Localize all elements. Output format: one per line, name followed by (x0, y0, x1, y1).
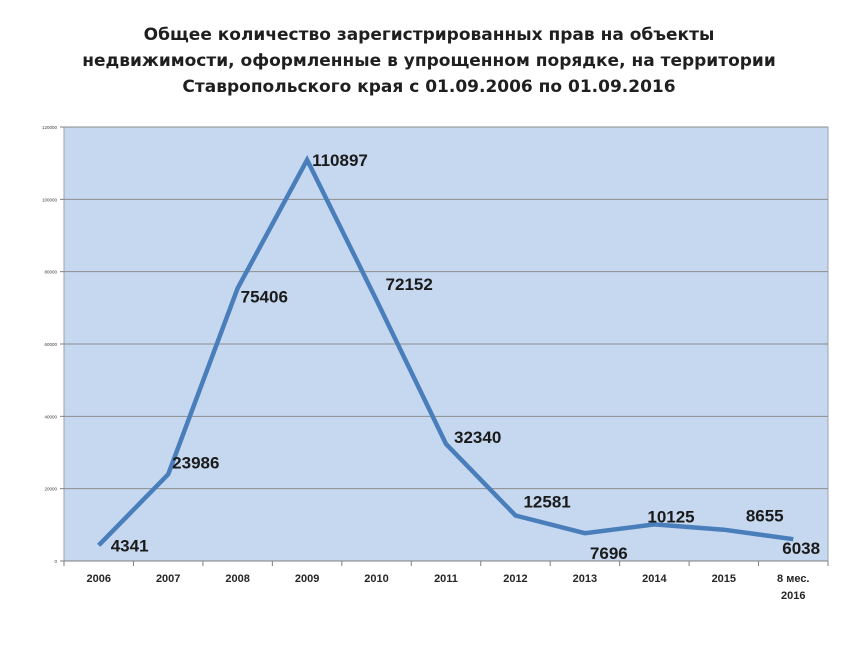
x-tick-label: 2014 (642, 573, 667, 585)
data-label: 4341 (111, 536, 149, 555)
y-tick-label: 80000 (44, 270, 57, 275)
data-label: 12581 (523, 492, 570, 511)
data-label: 6038 (782, 539, 820, 558)
y-axis-ticks: 0 20000 40000 60000 80000 100000 120000 (42, 125, 64, 564)
x-tick-label: 2011 (434, 573, 458, 585)
x-axis: 2006 2007 2008 2009 2010 2011 2012 2013 2014 2015… (63, 560, 829, 602)
x-tick-label: 2012 (503, 573, 527, 585)
x-tick-label: 2008 (225, 573, 249, 585)
chart-title-line-3: Ставропольского края с 01.09.2006 по 01.… (182, 77, 676, 97)
data-labels: 4341 23986 75406 110897 72152 32340 12581 7696 1… (111, 151, 820, 563)
data-label: 23986 (172, 453, 219, 472)
data-label: 10125 (647, 507, 694, 526)
x-tick-label: 2010 (364, 573, 388, 585)
data-label: 7696 (590, 544, 628, 563)
y-tick-label: 100000 (42, 197, 58, 202)
y-tick-label: 0 (54, 559, 57, 564)
y-tick-label: 40000 (44, 414, 57, 419)
x-tick-label: 2015 (712, 573, 736, 585)
gridlines (64, 126, 828, 490)
x-tick-label: 2009 (295, 573, 319, 585)
chart-title: Общее количество зарегистрированных прав… (0, 22, 858, 100)
x-tick-label: 8 мес. 2016 (777, 573, 809, 602)
y-tick-label: 120000 (42, 125, 58, 130)
x-tick-label: 2007 (156, 573, 180, 585)
data-label: 75406 (241, 287, 288, 306)
y-tick-label: 20000 (44, 487, 57, 492)
series-line (97, 155, 794, 547)
data-label: 32340 (454, 428, 501, 447)
data-label: 72152 (386, 275, 433, 294)
chart-title-line-1: Общее количество зарегистрированных прав… (143, 25, 715, 45)
data-label: 8655 (746, 507, 784, 526)
x-tick-label: 2013 (573, 573, 597, 585)
data-label: 110897 (312, 151, 368, 170)
x-tick-label: 2006 (86, 573, 110, 585)
y-tick-label: 60000 (44, 342, 57, 347)
chart-title-line-2: недвижимости, оформленные в упрощенном п… (82, 51, 776, 71)
